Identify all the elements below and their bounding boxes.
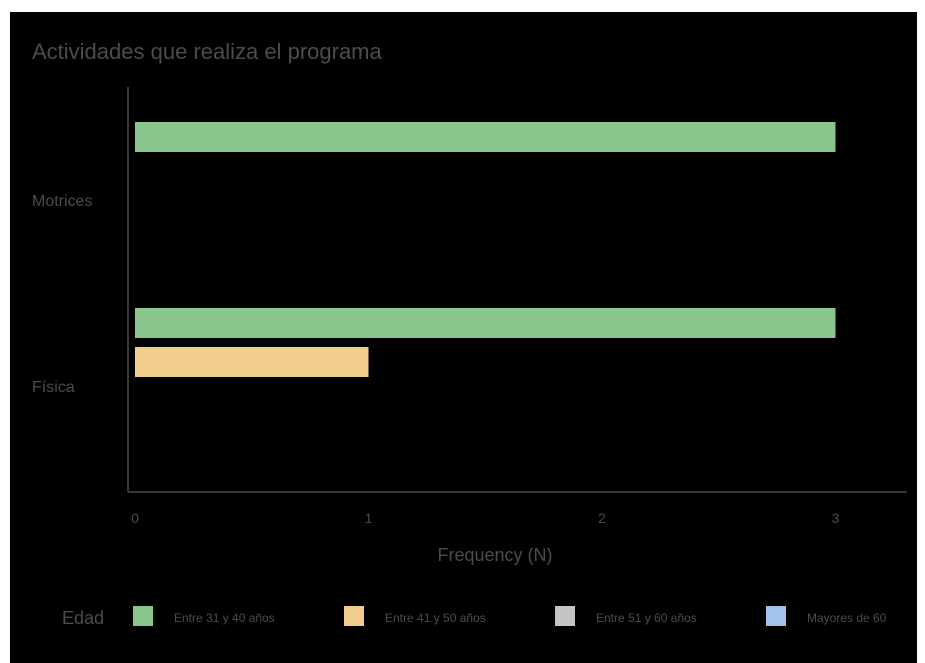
bars-layer <box>135 122 836 377</box>
legend-label-2: Entre 41 y 50 años <box>385 611 486 625</box>
legend-label-3: Entre 51 y 60 años <box>596 611 697 625</box>
chart-title: Actividades que realiza el programa <box>32 39 383 64</box>
x-axis-label: Frequency (N) <box>437 545 552 565</box>
x-tick-label: 2 <box>598 510 606 526</box>
x-tick-label: 3 <box>832 510 840 526</box>
chart-frame: Actividades que realiza el programa 0 1 2 3… <box>10 12 917 663</box>
bar-fisica-series-1 <box>135 308 836 338</box>
category-labels: Motrices Física <box>32 193 92 396</box>
legend-label-4: Mayores de 60 <box>807 611 887 625</box>
chart: Actividades que realiza el programa 0 1 2 3… <box>32 39 907 628</box>
x-tick-label: 0 <box>131 510 139 526</box>
legend-swatch-4 <box>766 606 786 626</box>
bar-fisica-series-2 <box>135 347 369 377</box>
category-label: Física <box>32 379 75 396</box>
legend-title: Edad <box>62 608 104 628</box>
x-tick-label: 1 <box>365 510 373 526</box>
legend: Edad Entre 31 y 40 años Entre 41 y 50 años… <box>62 606 887 628</box>
x-ticks: 0 1 2 3 <box>131 510 840 526</box>
bar-motrices-series-1 <box>135 122 836 152</box>
category-label: Motrices <box>32 193 92 210</box>
legend-label-1: Entre 31 y 40 años <box>174 611 275 625</box>
legend-swatch-3 <box>555 606 575 626</box>
legend-swatch-2 <box>344 606 364 626</box>
legend-swatch-1 <box>133 606 153 626</box>
